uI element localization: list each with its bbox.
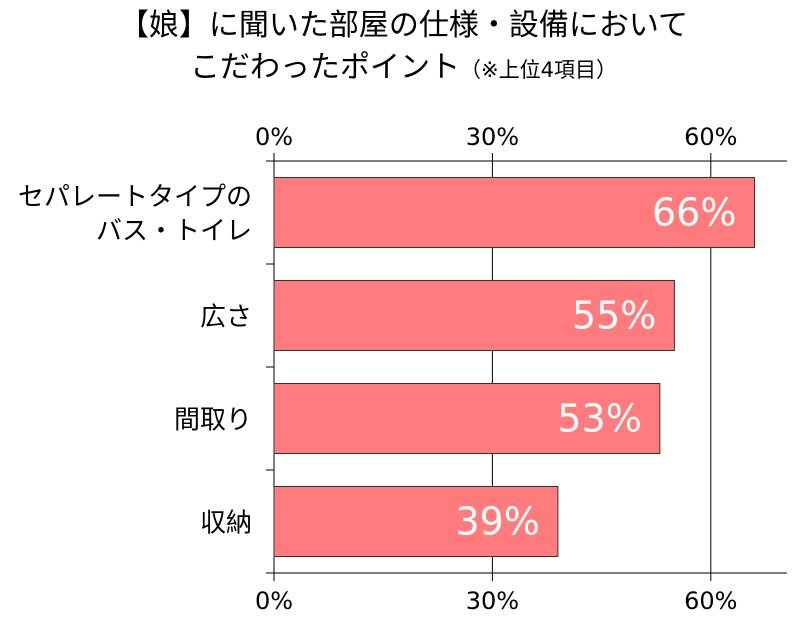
data-label: 39% <box>455 500 539 544</box>
bar <box>273 280 675 351</box>
x-tick-label-bottom: 0% <box>255 587 293 615</box>
category-label: 収納 <box>200 509 252 539</box>
chart-title-line2: こだわったポイント（※上位4項目） <box>0 48 807 90</box>
x-tick-label-top: 60% <box>684 123 737 151</box>
chart-title-main: こだわったポイント <box>190 50 461 85</box>
category-label: バス・トイレ <box>96 217 252 247</box>
chart-title-line1: 【娘】に聞いた部屋の仕様・設備において <box>118 8 689 43</box>
category-label: セパレートタイプの <box>18 183 252 213</box>
chart-title-note: （※上位4項目） <box>460 58 617 82</box>
x-tick-label-top: 0% <box>255 123 293 151</box>
x-tick-label-top: 30% <box>466 123 519 151</box>
bar <box>273 383 661 454</box>
x-tick-label-bottom: 30% <box>466 587 519 615</box>
data-label: 66% <box>652 191 736 235</box>
bar <box>273 177 755 248</box>
category-label: 広さ <box>200 303 252 333</box>
data-label: 55% <box>572 294 656 338</box>
bar <box>273 486 559 557</box>
x-tick-label-bottom: 60% <box>684 587 737 615</box>
data-label: 53% <box>557 397 641 441</box>
category-label: 間取り <box>174 406 252 436</box>
